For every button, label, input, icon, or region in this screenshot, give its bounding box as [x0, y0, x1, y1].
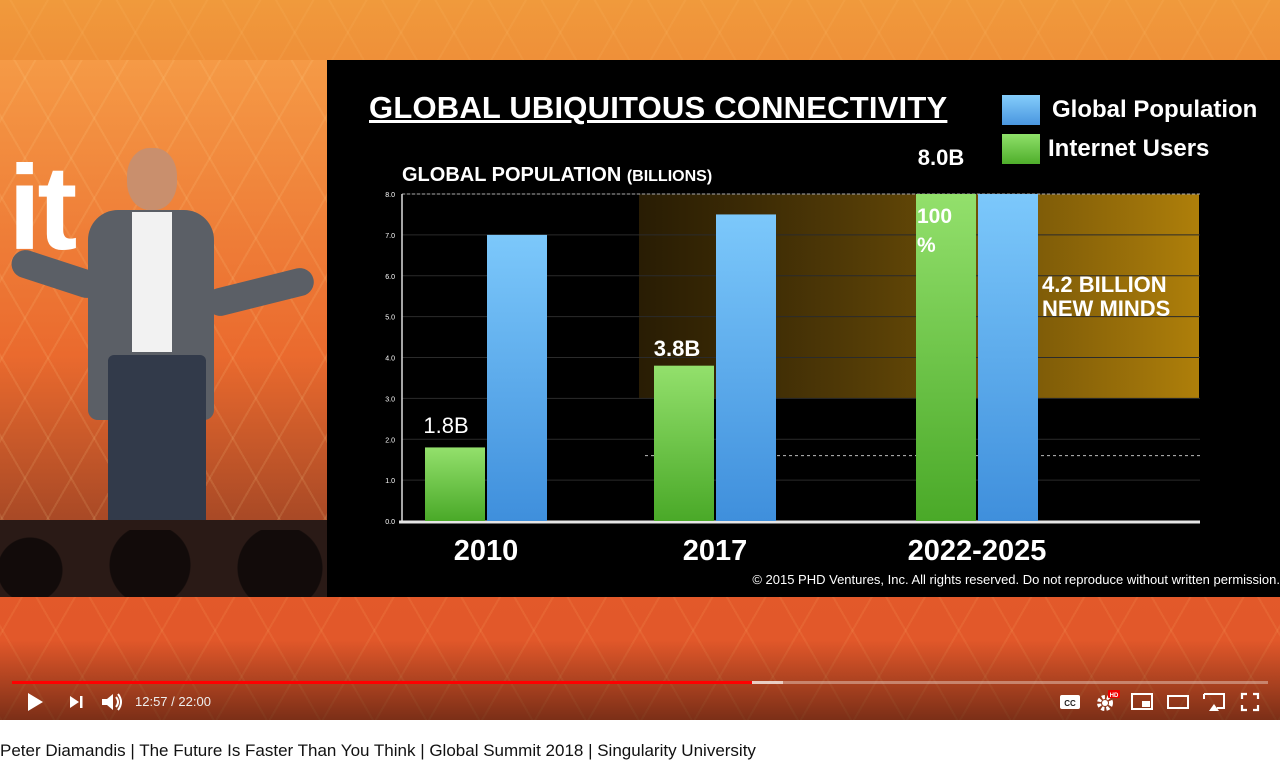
y-tick-label: 2.0 [385, 437, 395, 444]
time-separator: / [167, 694, 179, 709]
slide-title: GLOBAL UBIQUITOUS CONNECTIVITY [369, 90, 948, 125]
progress-played [12, 681, 752, 684]
x-category-label: 2022-2025 [908, 535, 1047, 567]
bar-chart: 0.0 1.0 2.0 3.0 4.0 5.0 6.0 7.0 8.0 2010 2017 2022-… [385, 145, 1200, 567]
captions-button[interactable]: CC [1058, 690, 1082, 714]
legend-label-global-population: Global Population [1052, 96, 1258, 123]
video-title: Peter Diamandis | The Future Is Faster T… [0, 741, 756, 760]
time-display: 12:57 / 22:00 [135, 694, 211, 709]
bar-global-population [487, 234, 547, 521]
y-axis-title-unit: (BILLIONS) [626, 168, 713, 185]
svg-text:CC: CC [1064, 699, 1076, 708]
stage-camera-view: it [0, 60, 327, 597]
bar-global-population [716, 214, 776, 521]
annotation-new-minds: 4.2 BILLION [1042, 272, 1167, 297]
play-icon [28, 693, 43, 711]
next-button[interactable] [64, 690, 88, 714]
cast-icon [1203, 693, 1225, 711]
speaker-head [127, 148, 177, 210]
fullscreen-icon [1240, 692, 1260, 712]
cast-button[interactable] [1201, 690, 1227, 714]
data-label-internet-users: 1.8B [423, 413, 468, 438]
video-player[interactable]: it 0.0 1.0 2.0 3.0 4.0 5.0 6.0 7.0 8.0 2010 2017 20… [0, 0, 1280, 720]
legend-swatch-internet-users [1002, 134, 1040, 164]
legend-label-internet-users: Internet Users [1048, 135, 1210, 162]
annotation-new-minds: NEW MINDS [1042, 296, 1170, 321]
time-total: 22:00 [178, 694, 211, 709]
data-label-internet-users: % [917, 234, 936, 257]
speaker-shirt [132, 212, 172, 352]
settings-button[interactable]: HD [1094, 690, 1120, 714]
bar-internet-users [425, 447, 485, 521]
y-tick-label: 6.0 [385, 274, 395, 281]
audience-silhouettes [0, 530, 327, 597]
bar-global-population [978, 194, 1038, 521]
y-tick-label: 3.0 [385, 396, 395, 403]
y-tick-label: 8.0 [385, 192, 395, 199]
x-category-label: 2010 [454, 535, 519, 567]
y-tick-label: 5.0 [385, 315, 395, 322]
y-axis-title: GLOBAL POPULATION (BILLIONS) [402, 164, 712, 187]
theater-icon [1167, 695, 1189, 709]
settings-icon: HD [1097, 690, 1120, 711]
data-label-global-population: 8.0B [918, 145, 964, 170]
fullscreen-button[interactable] [1238, 690, 1262, 714]
hd-badge: HD [1110, 693, 1119, 699]
miniplayer-icon [1131, 693, 1153, 710]
presentation-slide: 0.0 1.0 2.0 3.0 4.0 5.0 6.0 7.0 8.0 2010 2017 2022-… [327, 60, 1280, 597]
y-tick-label: 1.0 [385, 478, 395, 485]
x-category-label: 2017 [683, 535, 748, 567]
copyright-notice: © 2015 PHD Ventures, Inc. All rights res… [752, 572, 1280, 587]
volume-button[interactable] [99, 690, 125, 714]
time-current: 12:57 [135, 694, 168, 709]
progress-bar[interactable] [12, 681, 1268, 684]
bar-internet-users [916, 194, 976, 521]
data-label-internet-users: 100 [917, 205, 952, 228]
speaker-arm-right [203, 265, 317, 319]
data-label-internet-users: 3.8B [654, 336, 700, 361]
legend-swatch-global-population [1002, 95, 1040, 125]
stage-sign-text: it [8, 141, 77, 275]
miniplayer-button[interactable] [1130, 690, 1154, 714]
theater-mode-button[interactable] [1166, 690, 1190, 714]
captions-icon: CC [1060, 695, 1080, 709]
volume-icon [102, 693, 122, 711]
next-icon [70, 696, 83, 708]
y-tick-label: 7.0 [385, 233, 395, 240]
y-tick-label: 4.0 [385, 356, 395, 363]
bar-internet-users [654, 365, 714, 521]
y-axis-title-main: GLOBAL POPULATION [402, 164, 622, 186]
play-button[interactable] [22, 690, 48, 714]
y-tick-label: 0.0 [385, 519, 395, 526]
